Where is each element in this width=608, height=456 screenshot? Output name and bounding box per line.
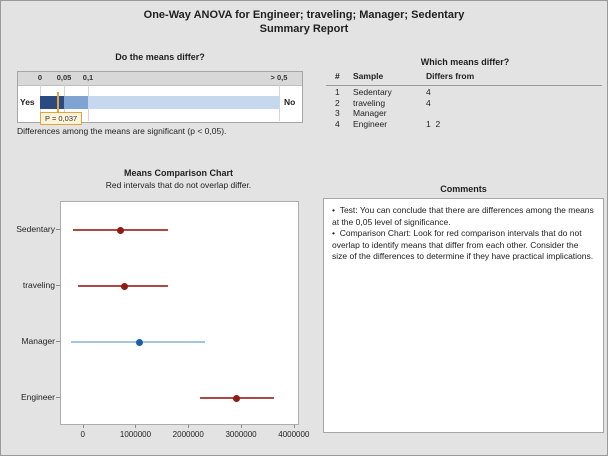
gauge-segment-marginal xyxy=(64,96,88,109)
chart-category-label: Engineer xyxy=(20,392,55,402)
chart-xtick-label: 2000000 xyxy=(172,430,204,439)
cell-num: 1 xyxy=(335,87,340,97)
gauge-heading: Do the means differ? xyxy=(115,52,205,62)
table-row: 3 Manager xyxy=(326,108,602,119)
table-row: 1 Sedentary 4 xyxy=(326,87,602,98)
cell-differs: 4 xyxy=(426,97,431,108)
means-comparison-plot[interactable] xyxy=(60,201,299,425)
cell-num: 4 xyxy=(335,118,340,129)
comments-box[interactable]: • Test: You can conclude that there are … xyxy=(323,198,604,433)
chart-xtick-mark xyxy=(188,425,190,428)
gauge-scale-label-005: 0,05 xyxy=(56,73,72,82)
chart-category-label: traveling xyxy=(22,280,55,290)
chart-xtick-mark xyxy=(135,425,137,428)
table-row: 2 traveling 4 xyxy=(326,98,602,109)
gauge-segment-nonsignificant xyxy=(88,96,280,109)
chart-xtick-label: 1000000 xyxy=(119,430,152,439)
cell-differs: 4 xyxy=(426,87,431,97)
comment-text: Comparison Chart: Look for red compariso… xyxy=(332,228,594,261)
chart-category-label: Manager xyxy=(21,336,55,346)
chart-subheading: Red intervals that do not overlap differ… xyxy=(105,180,252,190)
cell-sample: Manager xyxy=(353,108,387,118)
cell-sample: Sedentary xyxy=(353,87,392,97)
bullet-icon: • xyxy=(332,228,340,238)
comment-item: • Test: You can conclude that there are … xyxy=(332,205,595,228)
chart-heading: Means Comparison Chart xyxy=(123,168,234,178)
gauge-scale-strip: 0 0,05 0,1 > 0,5 xyxy=(18,72,302,86)
column-header-num: # xyxy=(335,71,340,81)
cell-num: 3 xyxy=(335,108,340,118)
cell-num: 2 xyxy=(335,97,340,108)
gauge-scale-label-gt05: > 0,5 xyxy=(270,73,288,82)
report-title: One-Way ANOVA for Engineer; traveling; M… xyxy=(1,8,607,36)
p-value-gauge[interactable]: 0 0,05 0,1 > 0,5 Yes P = 0,037 No xyxy=(17,71,303,125)
chart-interval-dot xyxy=(117,226,125,234)
table-row: 4 Engineer 1 2 xyxy=(326,119,602,130)
chart-xtick-mark xyxy=(241,425,243,428)
gauge-scale-label-01: 0,1 xyxy=(82,73,94,82)
gauge-segment-significant xyxy=(40,96,64,109)
significance-caption: Differences among the means are signific… xyxy=(17,126,227,136)
gauge-no-label: No xyxy=(284,97,296,107)
cell-differs: 1 2 xyxy=(426,118,441,129)
p-value-label: P = 0,037 xyxy=(40,112,83,125)
cell-sample: Engineer xyxy=(353,118,388,129)
report-title-line1: One-Way ANOVA for Engineer; traveling; M… xyxy=(143,9,465,21)
bullet-icon: • xyxy=(332,205,340,215)
gauge-scale-label-0: 0 xyxy=(37,73,43,82)
chart-xtick-label: 0 xyxy=(80,430,85,439)
chart-xtick-mark xyxy=(82,425,84,428)
chart-xtick-label: 3000000 xyxy=(225,430,257,439)
comment-text: Test: You can conclude that there are di… xyxy=(332,205,594,227)
p-value-marker xyxy=(56,92,59,113)
column-header-sample: Sample xyxy=(353,71,384,81)
comment-item: • Comparison Chart: Look for red compari… xyxy=(332,228,595,263)
chart-interval-dot xyxy=(121,282,129,290)
cell-sample: traveling xyxy=(353,97,386,108)
comments-heading: Comments xyxy=(440,184,487,194)
table-header-rule xyxy=(326,85,602,86)
chart-xtick-label: 4000000 xyxy=(278,430,310,439)
chart-xtick-mark xyxy=(293,425,295,428)
column-header-differs: Differs from xyxy=(426,71,475,81)
differs-table-heading: Which means differ? xyxy=(420,57,510,67)
report-title-line2: Summary Report xyxy=(259,23,349,35)
chart-interval-dot xyxy=(233,394,241,402)
chart-category-label: Sedentary xyxy=(16,224,55,234)
gauge-yes-label: Yes xyxy=(20,97,35,107)
chart-interval-dot xyxy=(135,338,143,346)
differs-table: 1 Sedentary 4 2 traveling 4 3 Manager 4 … xyxy=(326,87,602,129)
